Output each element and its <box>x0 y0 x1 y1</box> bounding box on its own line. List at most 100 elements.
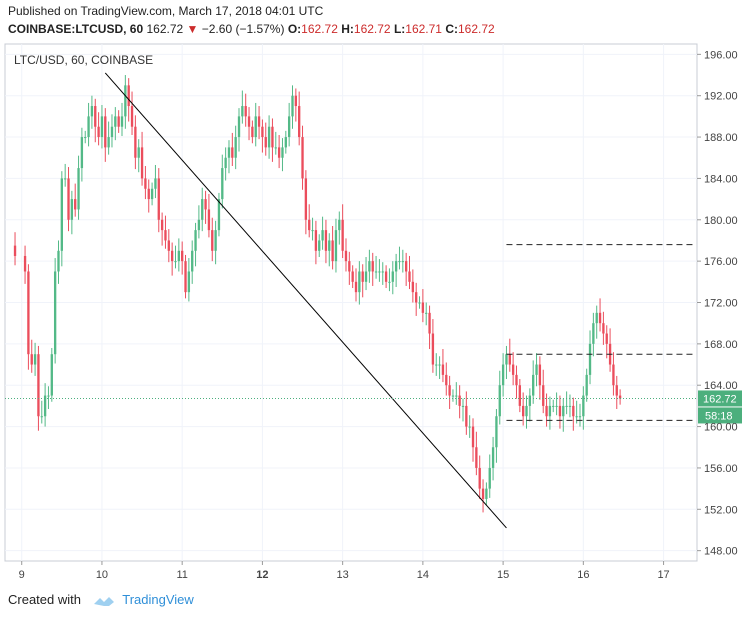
candle-body <box>47 395 50 397</box>
x-tick-label: 13 <box>337 569 349 581</box>
candle-body <box>74 199 77 210</box>
candle-body <box>70 199 74 220</box>
candle-body <box>595 312 598 324</box>
candle-body <box>535 364 538 375</box>
candle-body <box>334 230 338 262</box>
candle-body <box>495 416 498 448</box>
candle-body <box>217 199 221 231</box>
candle-body <box>588 343 592 375</box>
candle-body <box>528 395 532 406</box>
candle-body <box>491 447 495 468</box>
candle-body <box>401 261 404 263</box>
candle-body <box>174 261 177 263</box>
candle-body <box>197 219 201 231</box>
y-tick-label: 156.00 <box>704 463 738 475</box>
candle-body <box>257 116 261 127</box>
candle-body <box>50 354 53 396</box>
candle-body <box>281 147 284 158</box>
candle-body <box>331 240 334 262</box>
tradingview-link[interactable]: TradingView <box>122 592 194 607</box>
candle-body <box>598 312 602 324</box>
y-tick-label: 196.00 <box>704 49 738 61</box>
x-tick-label: 16 <box>577 569 589 581</box>
candle-body <box>64 178 67 180</box>
x-tick-label: 9 <box>19 569 25 581</box>
candle-body <box>241 106 244 117</box>
candle-body <box>608 343 612 365</box>
candle-body <box>431 333 435 365</box>
candle-body <box>328 240 331 251</box>
candle-body <box>57 250 60 272</box>
candle-body <box>364 271 368 282</box>
y-tick-label: 168.00 <box>704 339 738 351</box>
candle-body <box>361 271 364 282</box>
candle-body <box>224 157 227 169</box>
candle-body <box>97 126 100 138</box>
last-price: 162.72 <box>146 22 184 36</box>
candle-body <box>287 116 291 138</box>
candle-body <box>157 178 160 220</box>
candle-body <box>214 230 217 251</box>
candle-body <box>468 426 471 428</box>
candle-body <box>354 281 358 293</box>
candle-body <box>80 137 84 169</box>
candle-body <box>120 116 124 127</box>
candle-body <box>518 385 521 406</box>
candle-body <box>267 126 271 148</box>
close-value: 162.72 <box>457 22 495 36</box>
candle-body <box>538 364 542 386</box>
x-tick-label: 17 <box>657 569 669 581</box>
candle-body <box>204 199 207 210</box>
candle-body <box>318 240 321 251</box>
candle-body <box>602 323 605 334</box>
published-line: Published on TradingView.com, March 17, … <box>8 4 324 18</box>
candle-body <box>23 255 27 272</box>
high-label: H: <box>341 22 354 36</box>
y-tick-label: 192.00 <box>704 91 738 103</box>
candle-body <box>348 261 351 272</box>
candle-body <box>344 250 348 262</box>
candle-body <box>134 126 137 158</box>
candle-body <box>27 271 30 355</box>
candle-body <box>221 168 224 200</box>
candle-body <box>234 137 237 158</box>
candle-body <box>374 271 378 273</box>
candle-body <box>555 405 558 407</box>
candle-body <box>177 250 181 262</box>
candle-body <box>130 106 134 127</box>
candle-body <box>207 209 211 231</box>
candle-body <box>428 312 431 334</box>
candle-body <box>505 354 508 365</box>
candle-body <box>187 271 191 293</box>
candle-body <box>471 426 475 448</box>
candle-body <box>408 271 411 282</box>
candle-body <box>104 116 107 148</box>
y-tick-label: 164.00 <box>704 380 738 392</box>
candle-body <box>384 271 388 282</box>
last-price-label: 162.72 <box>703 393 737 405</box>
candle-body <box>30 354 33 365</box>
candle-body <box>194 230 197 251</box>
open-value: 162.72 <box>301 22 338 36</box>
plot-frame <box>4 43 698 562</box>
candle-body <box>481 488 485 499</box>
candle-body <box>251 126 254 138</box>
candle-body <box>247 116 251 127</box>
candle-body <box>398 261 401 263</box>
created-with: Created with <box>8 592 81 607</box>
x-tick-label: 12 <box>256 569 268 581</box>
candle-body <box>358 271 361 293</box>
candle-body <box>425 312 428 314</box>
close-label: C: <box>445 22 458 36</box>
candle-body <box>304 178 308 220</box>
candle-body <box>324 230 328 251</box>
candle-body <box>291 95 294 117</box>
candle-body <box>448 385 451 396</box>
candle-body <box>184 261 187 293</box>
candle-body <box>451 395 455 397</box>
candle-body <box>244 106 247 117</box>
candle-body <box>124 85 127 117</box>
candle-body <box>498 385 501 417</box>
candle-body <box>521 405 525 417</box>
